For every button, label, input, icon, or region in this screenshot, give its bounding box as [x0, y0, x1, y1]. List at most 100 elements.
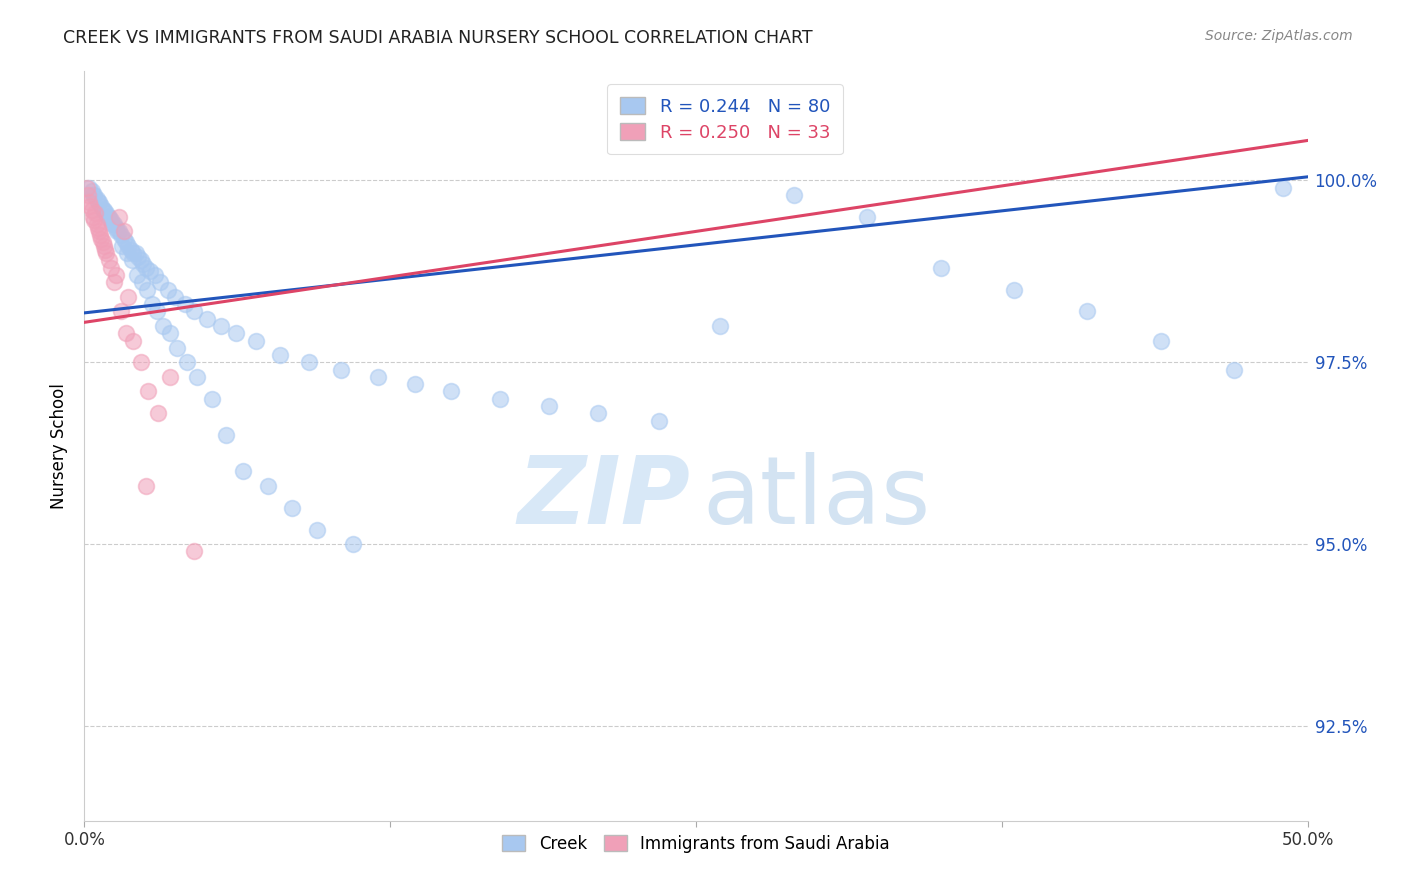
Point — [76, 180, 98, 194]
Point — [257, 479, 280, 493]
Point — [111, 239, 134, 253]
Point — [112, 224, 135, 238]
Point — [163, 290, 186, 304]
Point — [107, 224, 129, 238]
Point — [84, 206, 107, 220]
Point — [146, 406, 169, 420]
Point — [929, 260, 952, 275]
Point — [93, 202, 115, 217]
Point — [367, 370, 389, 384]
Point — [225, 326, 247, 341]
Point — [97, 210, 120, 224]
Point — [80, 202, 103, 217]
Point — [122, 334, 145, 348]
Point — [440, 384, 463, 399]
Point — [97, 210, 120, 224]
Point — [83, 213, 105, 227]
Point — [135, 479, 157, 493]
Point — [173, 297, 195, 311]
Point — [105, 224, 128, 238]
Point — [166, 341, 188, 355]
Point — [856, 210, 879, 224]
Point — [156, 283, 179, 297]
Text: Source: ZipAtlas.com: Source: ZipAtlas.com — [1205, 29, 1353, 43]
Point — [115, 326, 138, 341]
Point — [97, 253, 120, 268]
Point — [152, 318, 174, 333]
Point — [149, 276, 172, 290]
Point — [110, 227, 132, 242]
Point — [77, 180, 100, 194]
Point — [342, 537, 364, 551]
Point — [129, 355, 152, 369]
Point — [159, 370, 181, 384]
Point — [143, 268, 166, 282]
Point — [105, 268, 128, 282]
Point — [129, 253, 152, 268]
Point — [586, 406, 609, 420]
Text: CREEK VS IMMIGRANTS FROM SAUDI ARABIA NURSERY SCHOOL CORRELATION CHART: CREEK VS IMMIGRANTS FROM SAUDI ARABIA NU… — [63, 29, 813, 46]
Point — [87, 224, 110, 238]
Point — [145, 304, 167, 318]
Point — [94, 243, 117, 257]
Point — [281, 500, 304, 515]
Point — [87, 220, 110, 235]
Point — [131, 276, 153, 290]
Point — [105, 220, 128, 235]
Point — [125, 246, 148, 260]
Point — [200, 392, 222, 406]
Point — [86, 192, 108, 206]
Text: atlas: atlas — [702, 452, 931, 544]
Point — [183, 304, 205, 318]
Point — [87, 195, 110, 210]
Point — [90, 232, 112, 246]
Point — [135, 283, 157, 297]
Point — [538, 399, 561, 413]
Point — [115, 246, 138, 260]
Point — [125, 268, 148, 282]
Point — [136, 384, 159, 399]
Point — [1223, 362, 1246, 376]
Point — [269, 348, 291, 362]
Point — [83, 188, 105, 202]
Point — [82, 188, 104, 202]
Point — [215, 428, 238, 442]
Point — [132, 257, 155, 271]
Point — [232, 465, 254, 479]
Point — [90, 199, 112, 213]
Point — [245, 334, 267, 348]
Point — [96, 246, 118, 260]
Point — [1002, 283, 1025, 297]
Point — [100, 260, 122, 275]
Point — [93, 239, 115, 253]
Point — [91, 202, 114, 217]
Text: ZIP: ZIP — [517, 452, 690, 544]
Y-axis label: Nursery School: Nursery School — [51, 383, 69, 509]
Point — [1076, 304, 1098, 318]
Point — [489, 392, 512, 406]
Point — [709, 318, 731, 333]
Point — [305, 523, 328, 537]
Point — [141, 297, 163, 311]
Point — [117, 239, 139, 253]
Point — [1272, 180, 1295, 194]
Point — [96, 206, 118, 220]
Point — [176, 355, 198, 369]
Point — [186, 370, 208, 384]
Point — [117, 290, 139, 304]
Point — [107, 210, 129, 224]
Point — [298, 355, 321, 369]
Point — [404, 377, 426, 392]
Point — [120, 243, 142, 257]
Point — [209, 318, 232, 333]
Point — [87, 195, 110, 210]
Point — [648, 413, 671, 427]
Point — [127, 250, 149, 264]
Point — [103, 217, 125, 231]
Point — [121, 253, 143, 268]
Point — [77, 188, 100, 202]
Point — [122, 246, 145, 260]
Point — [91, 235, 114, 250]
Point — [77, 195, 100, 210]
Point — [159, 326, 181, 341]
